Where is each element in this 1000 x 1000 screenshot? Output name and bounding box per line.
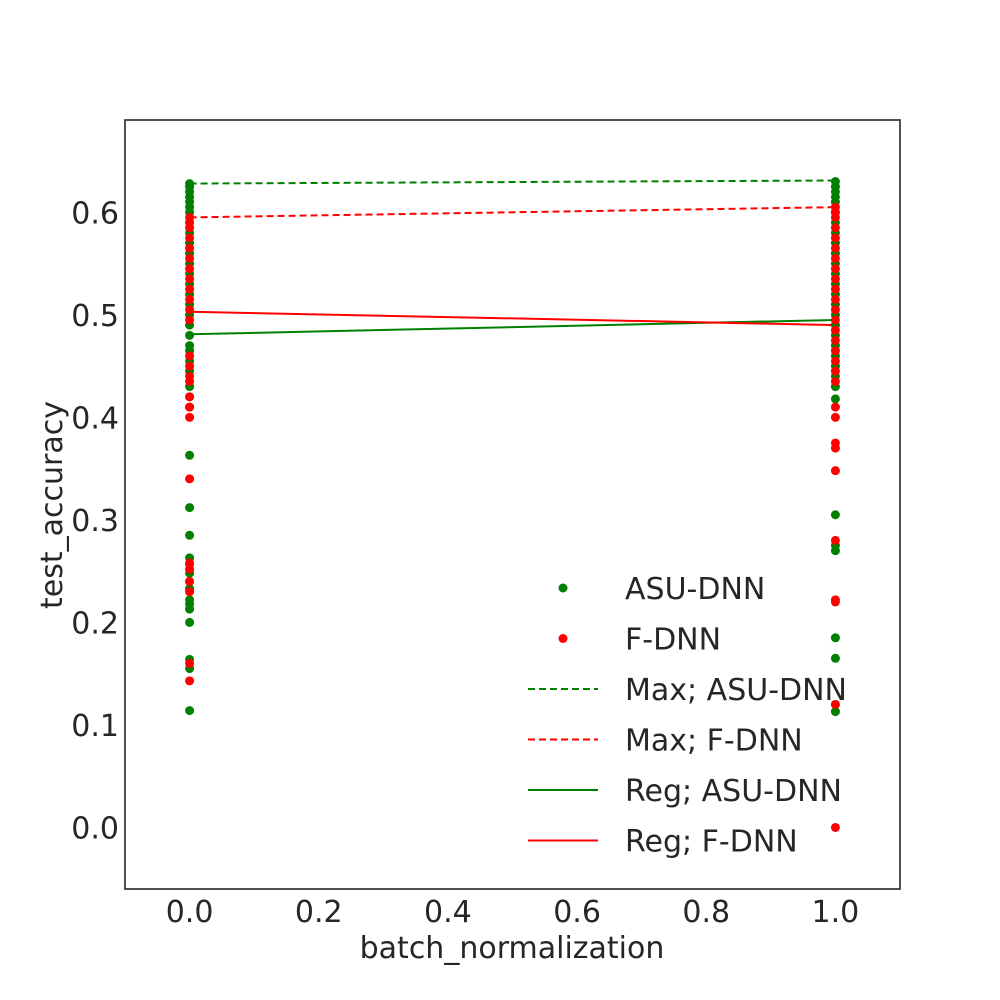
point-f-dnn bbox=[185, 223, 195, 233]
legend-label: Max; ASU-DNN bbox=[625, 673, 847, 708]
y-tick-label: 0.1 bbox=[71, 709, 119, 744]
point-f-dnn bbox=[830, 356, 840, 366]
point-asu-dnn bbox=[830, 707, 840, 717]
point-f-dnn bbox=[830, 233, 840, 243]
plot-frame bbox=[124, 119, 901, 890]
x-tick-label: 0.0 bbox=[166, 895, 214, 930]
x-tick-labels: 0.0 0.2 0.4 0.6 0.8 1.0 bbox=[166, 895, 860, 930]
point-f-dnn bbox=[185, 253, 195, 263]
y-axis-label: test_accuracy bbox=[35, 401, 70, 609]
point-f-dnn bbox=[185, 294, 195, 304]
point-asu-dnn bbox=[185, 604, 195, 614]
legend-label: F-DNN bbox=[625, 623, 721, 658]
point-asu-dnn bbox=[185, 330, 195, 340]
y-tick-label: 0.2 bbox=[71, 606, 119, 641]
point-f-dnn bbox=[185, 284, 195, 294]
point-asu-dnn bbox=[830, 633, 840, 643]
point-f-dnn bbox=[830, 376, 840, 386]
point-f-dnn bbox=[185, 376, 195, 386]
point-f-dnn bbox=[830, 294, 840, 304]
points-layer bbox=[185, 177, 840, 832]
point-f-dnn bbox=[830, 597, 840, 607]
y-tick-label: 0.3 bbox=[71, 504, 119, 539]
point-f-dnn bbox=[185, 233, 195, 243]
point-f-dnn bbox=[830, 253, 840, 263]
line-max-f-dnn bbox=[189, 206, 836, 219]
point-f-dnn bbox=[185, 658, 195, 668]
x-tick-label: 0.4 bbox=[424, 895, 472, 930]
point-f-dnn bbox=[185, 576, 195, 586]
y-tick-label: 0.5 bbox=[71, 299, 119, 334]
point-asu-dnn bbox=[830, 510, 840, 520]
legend-label: Max; F-DNN bbox=[625, 724, 803, 759]
point-f-dnn bbox=[185, 243, 195, 253]
point-f-dnn bbox=[830, 284, 840, 294]
point-f-dnn bbox=[830, 366, 840, 376]
point-f-dnn bbox=[830, 443, 840, 453]
line-max-asu-dnn bbox=[189, 179, 836, 185]
point-asu-dnn bbox=[185, 706, 195, 716]
point-f-dnn bbox=[830, 346, 840, 356]
y-tick-label: 0.6 bbox=[71, 196, 119, 231]
x-tick-label: 0.8 bbox=[682, 895, 730, 930]
point-f-dnn bbox=[185, 264, 195, 274]
legend-label: ASU-DNN bbox=[625, 572, 765, 607]
point-f-dnn bbox=[830, 274, 840, 284]
point-f-dnn bbox=[185, 558, 195, 568]
point-asu-dnn bbox=[185, 530, 195, 540]
point-f-dnn bbox=[830, 315, 840, 325]
line-reg-f-dnn bbox=[189, 310, 836, 327]
point-asu-dnn bbox=[830, 653, 840, 663]
point-f-dnn bbox=[830, 223, 840, 233]
point-f-dnn bbox=[830, 822, 840, 832]
legend-label: Reg; F-DNN bbox=[625, 825, 798, 860]
x-axis-label: batch_normalization bbox=[360, 931, 665, 966]
point-asu-dnn bbox=[830, 546, 840, 556]
legend: ASU-DNN F-DNN Max; ASU-DNN Max; F-DNN Reg; A… bbox=[528, 572, 847, 860]
point-asu-dnn bbox=[830, 394, 840, 404]
legend-marker-f-dnn bbox=[558, 634, 568, 643]
x-tick-label: 0.2 bbox=[295, 895, 343, 930]
point-f-dnn bbox=[185, 402, 195, 412]
point-f-dnn bbox=[185, 412, 195, 422]
point-f-dnn bbox=[185, 305, 195, 315]
point-f-dnn bbox=[830, 412, 840, 422]
point-f-dnn bbox=[830, 466, 840, 476]
point-f-dnn bbox=[185, 392, 195, 402]
point-f-dnn bbox=[185, 474, 195, 484]
point-f-dnn bbox=[185, 351, 195, 361]
point-asu-dnn bbox=[185, 503, 195, 513]
point-asu-dnn bbox=[185, 617, 195, 627]
point-f-dnn bbox=[830, 335, 840, 345]
point-f-dnn bbox=[830, 243, 840, 253]
point-f-dnn bbox=[830, 699, 840, 709]
point-f-dnn bbox=[830, 325, 840, 335]
point-f-dnn bbox=[185, 676, 195, 686]
legend-label: Reg; ASU-DNN bbox=[625, 774, 842, 809]
point-f-dnn bbox=[185, 587, 195, 597]
lines-layer bbox=[189, 179, 836, 336]
point-f-dnn bbox=[185, 564, 195, 574]
point-f-dnn bbox=[830, 212, 840, 222]
point-f-dnn bbox=[830, 264, 840, 274]
point-f-dnn bbox=[185, 361, 195, 371]
x-tick-label: 0.6 bbox=[553, 895, 601, 930]
y-tick-label: 0.4 bbox=[71, 401, 119, 436]
point-f-dnn bbox=[830, 535, 840, 545]
x-tick-label: 1.0 bbox=[812, 895, 860, 930]
legend-marker-asu-dnn bbox=[558, 583, 568, 593]
y-tick-label: 0.0 bbox=[71, 811, 119, 846]
point-f-dnn bbox=[830, 305, 840, 315]
point-asu-dnn bbox=[185, 450, 195, 460]
point-f-dnn bbox=[185, 315, 195, 325]
point-f-dnn bbox=[830, 402, 840, 412]
point-f-dnn bbox=[185, 274, 195, 284]
y-tick-labels: 0.0 0.1 0.2 0.3 0.4 0.5 0.6 bbox=[71, 196, 119, 846]
